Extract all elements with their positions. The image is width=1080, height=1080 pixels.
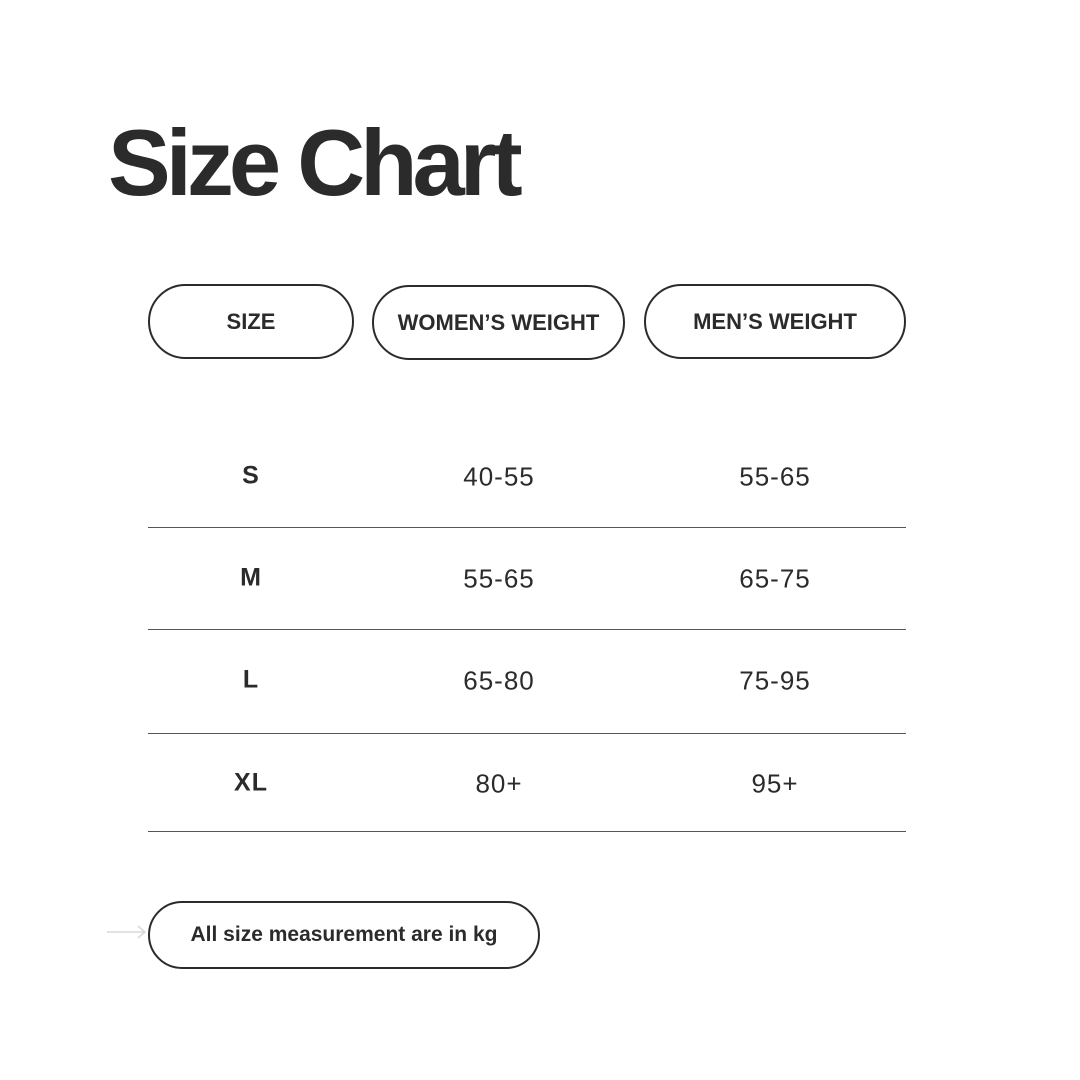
womens-weight-cell: 55-65 — [463, 563, 535, 594]
womens-weight-cell: 40-55 — [463, 461, 535, 492]
row-divider — [148, 527, 906, 528]
mens-weight-cell: 65-75 — [739, 563, 811, 594]
units-note: All size measurement are in kg — [148, 901, 540, 969]
womens-weight-cell: 65-80 — [463, 665, 535, 696]
size-cell: L — [242, 665, 260, 694]
mens-weight-cell: 55-65 — [739, 461, 811, 492]
row-divider — [148, 733, 906, 734]
arrow-right-icon — [107, 925, 147, 939]
row-divider — [148, 831, 906, 832]
row-divider — [148, 629, 906, 630]
header-womens-weight: WOMEN’S WEIGHT — [372, 285, 625, 360]
size-cell: M — [240, 563, 262, 592]
page-title: Size Chart — [108, 110, 523, 215]
mens-weight-cell: 75-95 — [739, 665, 811, 696]
header-mens-weight: MEN’S WEIGHT — [644, 284, 906, 359]
womens-weight-cell: 80+ — [475, 768, 523, 799]
header-size: SIZE — [148, 284, 354, 359]
mens-weight-cell: 95+ — [751, 768, 799, 799]
size-cell: XL — [234, 768, 268, 797]
size-cell: S — [242, 461, 260, 490]
